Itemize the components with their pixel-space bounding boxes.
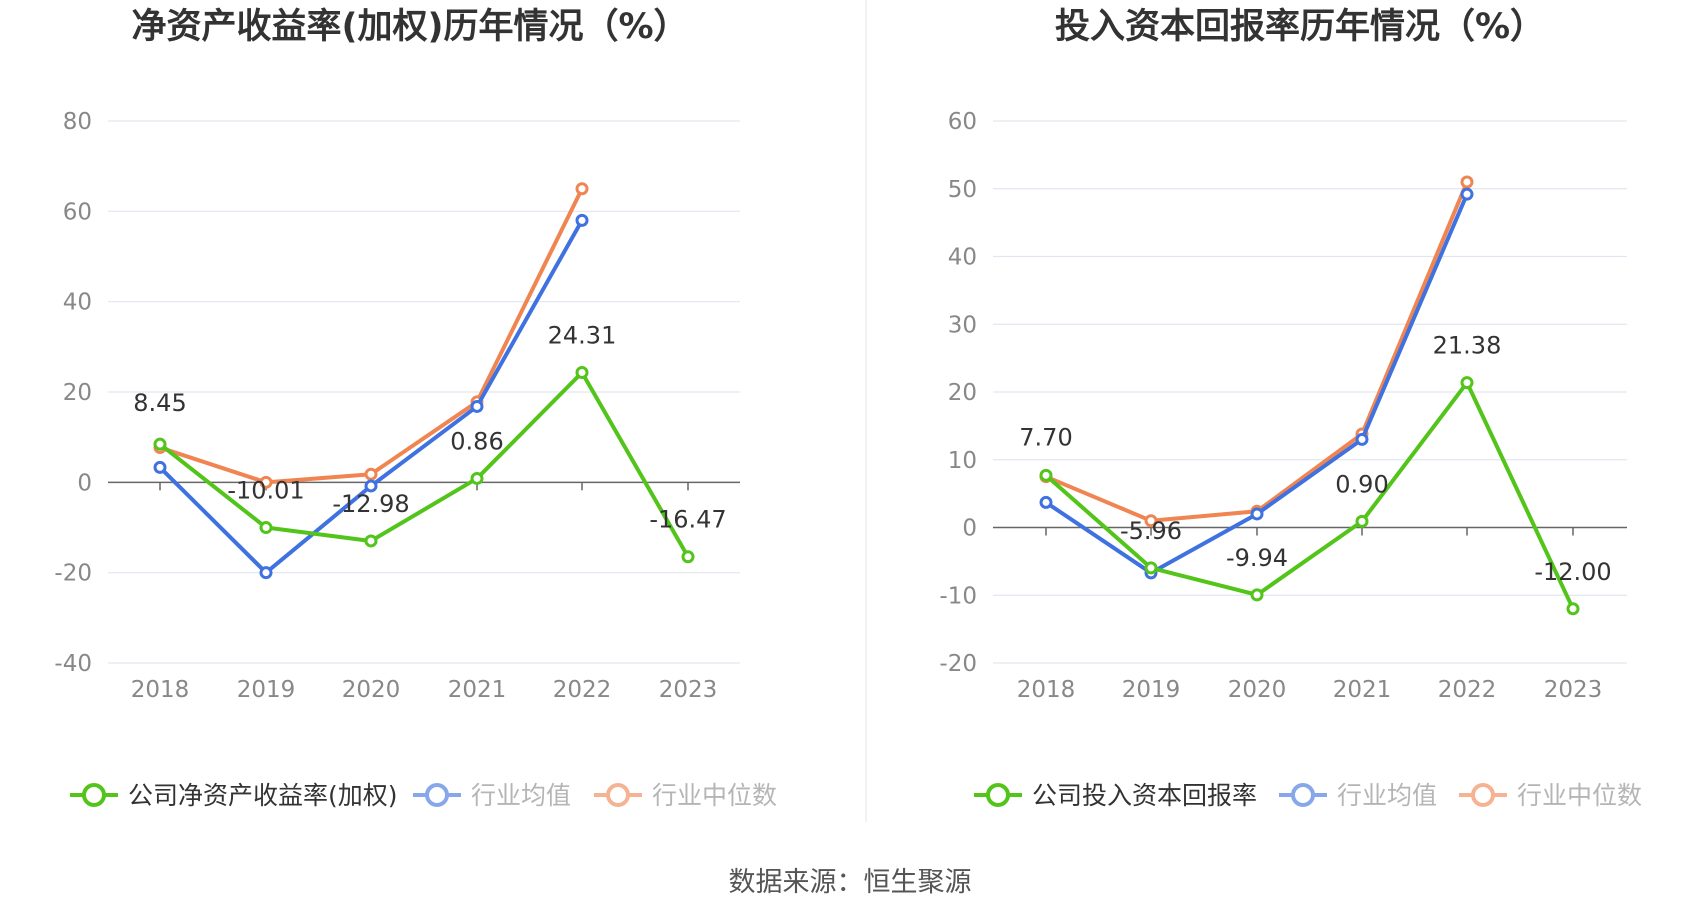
roic-chart: 投入资本回报率历年情况（%） 60 50 40 30 20 10 0 -10 -20 2018 201… [939, 7, 1642, 810]
series-line-company [158, 370, 690, 559]
y-tick-label: 10 [948, 448, 977, 474]
x-tick-label: 2019 [237, 677, 296, 703]
data-label: -12.98 [332, 490, 409, 518]
x-tick-label: 2020 [342, 677, 401, 703]
legend-marker-icon [82, 783, 106, 807]
x-tick-label: 2020 [1228, 677, 1287, 703]
legend-marker-icon [1291, 783, 1315, 807]
data-point-average [259, 566, 273, 580]
data-point-company [1460, 376, 1474, 390]
y-tick-label: -10 [939, 583, 977, 609]
x-tick-label: 2019 [1122, 677, 1181, 703]
data-point-median [364, 467, 378, 481]
data-point-company [1355, 514, 1369, 528]
x-tick-label: 2023 [1544, 677, 1603, 703]
data-point-company [575, 366, 589, 380]
x-tick-label: 2018 [131, 677, 190, 703]
source-note: 数据来源：恒生聚源 [729, 867, 972, 898]
data-label: 7.70 [1019, 423, 1072, 451]
data-point-company [681, 550, 695, 564]
legend-item-average: 行业均值 [413, 781, 571, 810]
data-point-average [1355, 432, 1369, 446]
x-tick-label: 2018 [1017, 677, 1076, 703]
y-tick-label: 0 [77, 470, 92, 496]
data-point-median [1460, 175, 1474, 189]
legend-item-median: 行业中位数 [1459, 781, 1642, 810]
data-label: -16.47 [649, 506, 726, 534]
legend-label: 行业均值 [471, 781, 571, 810]
y-tick-label: 30 [948, 312, 977, 338]
data-point-average [470, 399, 484, 413]
data-point-company [1039, 468, 1053, 482]
data-point-average [1250, 507, 1264, 521]
data-label: 8.45 [133, 389, 186, 417]
y-tick-label: 40 [63, 290, 92, 316]
legend-label: 行业中位数 [652, 781, 777, 810]
y-tick-label: 40 [948, 245, 977, 271]
x-tick-label: 2022 [1438, 677, 1497, 703]
legend-item-average: 行业均值 [1279, 781, 1437, 810]
legend-item-company: 公司净资产收益率(加权) [70, 781, 398, 810]
legend-label: 行业均值 [1337, 781, 1437, 810]
legend-item-company: 公司投入资本回报率 [974, 781, 1257, 810]
data-point-company [1566, 602, 1580, 616]
chart-title: 净资产收益率(加权)历年情况（%） [131, 7, 688, 47]
data-point-average [1460, 187, 1474, 201]
y-tick-label: 80 [63, 109, 92, 135]
legend-item-median: 行业中位数 [594, 781, 777, 810]
data-point-median [1144, 514, 1158, 528]
y-tick-label: 0 [962, 516, 977, 542]
data-label: 21.38 [1433, 332, 1502, 360]
legend-marker-icon [425, 783, 449, 807]
y-tick-label: -20 [54, 561, 92, 587]
data-point-company [1144, 561, 1158, 575]
series-line-company [1044, 380, 1575, 611]
data-label: -12.00 [1534, 558, 1611, 586]
data-label: 0.86 [450, 427, 503, 455]
y-tick-label: -20 [939, 651, 977, 677]
legend-label: 公司净资产收益率(加权) [128, 781, 398, 810]
legend-label: 行业中位数 [1517, 781, 1642, 810]
legend-marker-icon [1471, 783, 1495, 807]
data-point-median [259, 475, 273, 489]
y-tick-label: 60 [948, 109, 977, 135]
data-label: -10.01 [227, 477, 304, 505]
data-label: -9.94 [1226, 544, 1288, 572]
data-point-company [153, 437, 167, 451]
data-label: -5.96 [1120, 517, 1182, 545]
y-tick-label: -40 [54, 651, 92, 677]
data-point-company [470, 471, 484, 485]
series-line-median [1044, 179, 1469, 523]
x-tick-label: 2023 [659, 677, 718, 703]
legend-marker-icon [986, 783, 1010, 807]
y-tick-label: 20 [948, 380, 977, 406]
y-tick-label: 60 [63, 199, 92, 225]
legend-label: 公司投入资本回报率 [1032, 781, 1257, 810]
data-label: 24.31 [548, 322, 617, 350]
data-point-average [1039, 495, 1053, 509]
data-point-company [1250, 588, 1264, 602]
x-tick-label: 2021 [1333, 677, 1392, 703]
data-label: 0.90 [1335, 470, 1388, 498]
data-point-median [575, 182, 589, 196]
series-line-average [158, 218, 584, 575]
y-tick-label: 20 [63, 380, 92, 406]
x-tick-label: 2022 [553, 677, 612, 703]
data-point-average [364, 479, 378, 493]
roe-chart: 净资产收益率(加权)历年情况（%） 80 60 40 20 0 -20 -40 2018 2019… [54, 7, 777, 810]
data-point-average [575, 213, 589, 227]
y-tick-label: 50 [948, 177, 977, 203]
data-point-average [153, 460, 167, 474]
legend-marker-icon [606, 783, 630, 807]
x-tick-label: 2021 [448, 677, 507, 703]
data-point-company [364, 534, 378, 548]
chart-title: 投入资本回报率历年情况（%） [1055, 7, 1545, 47]
data-point-company [259, 521, 273, 535]
